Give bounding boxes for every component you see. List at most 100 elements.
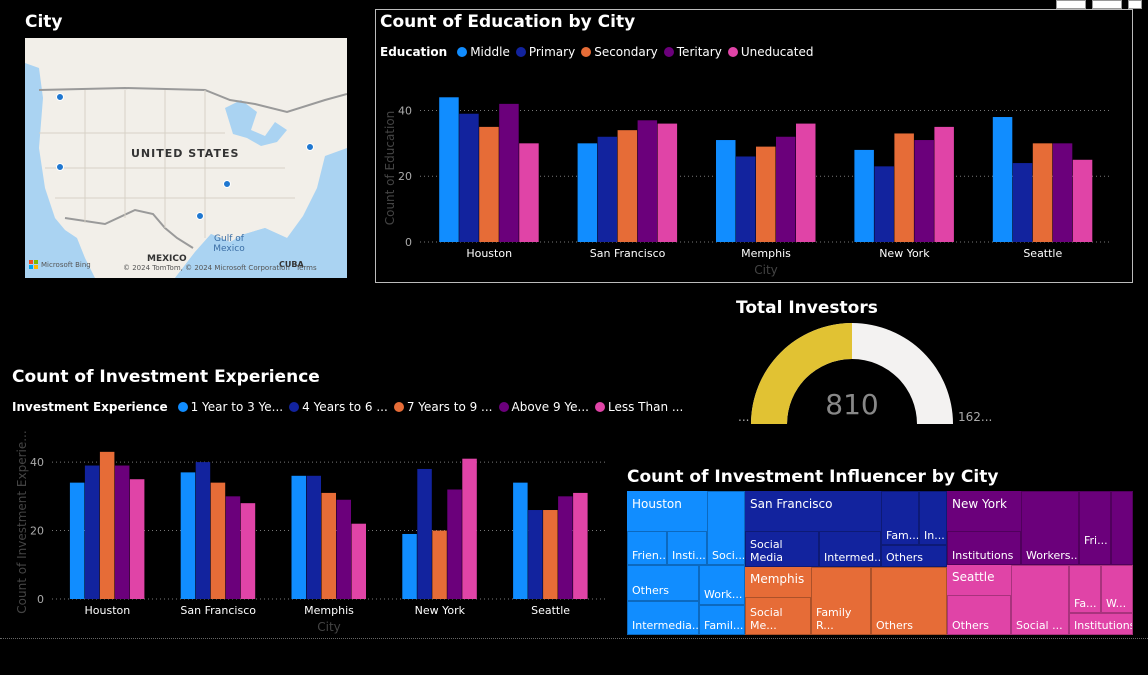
bar[interactable] <box>1012 163 1033 242</box>
filter-button[interactable] <box>1056 0 1086 9</box>
bar[interactable] <box>716 140 736 242</box>
treemap-cell[interactable]: Others <box>947 595 1011 635</box>
bar[interactable] <box>351 523 367 599</box>
legend-item-less-than[interactable]: Less Than ... <box>594 400 683 414</box>
education-bar-chart[interactable]: 0 20 40 Houston San Francisco Memphis New York… <box>376 80 1132 282</box>
bar[interactable] <box>336 499 352 599</box>
bar[interactable] <box>657 123 678 242</box>
bar[interactable] <box>129 479 145 599</box>
bar[interactable] <box>291 475 307 599</box>
bar[interactable] <box>597 136 618 242</box>
treemap-cell[interactable]: W... <box>1101 565 1133 613</box>
focus-mode-button[interactable] <box>1092 0 1122 9</box>
legend-item-secondary[interactable]: Secondary <box>581 45 658 59</box>
bar[interactable] <box>558 496 573 599</box>
legend-item-primary[interactable]: Primary <box>515 45 575 59</box>
legend-item-above-9[interactable]: Above 9 Ye... <box>498 400 589 414</box>
bar[interactable] <box>439 97 459 243</box>
bar[interactable] <box>577 143 598 242</box>
bar[interactable] <box>306 475 322 599</box>
bar[interactable] <box>462 458 477 599</box>
marker-memphis <box>223 180 231 188</box>
treemap-cell[interactable]: Intermed... <box>819 531 881 567</box>
bar[interactable] <box>479 126 499 242</box>
bar[interactable] <box>1072 159 1093 242</box>
treemap-cell-label: Family R... <box>816 606 852 632</box>
city-map[interactable]: UNITED STATES MEXICO Gulf of Mexico CUBA… <box>25 38 347 278</box>
bar[interactable] <box>528 510 543 599</box>
treemap-cell[interactable]: Institutions <box>947 531 1021 565</box>
bar[interactable] <box>69 482 85 599</box>
bar[interactable] <box>432 530 447 599</box>
treemap-cell[interactable]: Others <box>881 545 947 567</box>
legend-item-uneducated[interactable]: Uneducated <box>727 45 813 59</box>
bar[interactable] <box>84 465 100 599</box>
bar[interactable] <box>573 492 588 599</box>
treemap-cell[interactable]: Institutions <box>1069 613 1133 635</box>
investment-influencer-treemap[interactable]: Houston Frien... Insti... Soci... Others… <box>627 491 1133 635</box>
investment-bar-chart[interactable]: 0 20 40 Houston San Francisco Memphis New York… <box>8 425 612 637</box>
bar[interactable] <box>114 465 130 599</box>
bar[interactable] <box>499 103 519 242</box>
bar[interactable] <box>240 503 256 599</box>
treemap-cell[interactable]: Social Media <box>745 531 819 567</box>
x-tick-label: San Francisco <box>180 604 256 617</box>
treemap-cell[interactable]: Fa... <box>1069 565 1101 613</box>
legend-item-1-to-3[interactable]: 1 Year to 3 Ye... <box>177 400 283 414</box>
investment-chart-title: Count of Investment Experience <box>12 367 320 387</box>
treemap-cell[interactable]: In... <box>919 491 947 545</box>
bar[interactable] <box>756 146 776 242</box>
bar[interactable] <box>180 472 196 599</box>
bar[interactable] <box>417 468 432 599</box>
treemap-cell[interactable]: Work... <box>699 565 745 605</box>
bar[interactable] <box>637 120 658 242</box>
map-canvas <box>25 38 347 278</box>
treemap-cell-label: Insti... <box>672 549 706 562</box>
bar[interactable] <box>934 126 954 242</box>
total-investors-gauge[interactable] <box>740 320 970 430</box>
bar[interactable] <box>513 482 528 599</box>
treemap-cell[interactable]: Others <box>871 567 947 635</box>
legend-item-4-to-6[interactable]: 4 Years to 6 ... <box>289 400 388 414</box>
bar[interactable] <box>914 140 934 242</box>
treemap-cell[interactable]: Soci... <box>707 491 745 565</box>
bar[interactable] <box>1032 143 1053 242</box>
bar[interactable] <box>459 113 479 242</box>
bar[interactable] <box>543 510 558 599</box>
bar[interactable] <box>402 533 417 599</box>
bar[interactable] <box>519 143 539 242</box>
treemap-cell[interactable] <box>1111 491 1133 565</box>
treemap-cell[interactable]: Others <box>627 565 699 601</box>
bar[interactable] <box>776 136 796 242</box>
bar[interactable] <box>854 149 874 242</box>
treemap-cell[interactable]: Social Me... <box>745 597 811 635</box>
bar[interactable] <box>796 123 816 242</box>
treemap-cell[interactable]: Famil... <box>699 605 745 635</box>
treemap-cell-label: Work... <box>704 588 743 601</box>
treemap-cell[interactable]: Fam... <box>881 491 919 545</box>
bar[interactable] <box>321 492 337 599</box>
bar[interactable] <box>874 166 894 242</box>
bar[interactable] <box>210 482 226 599</box>
bar[interactable] <box>894 133 914 242</box>
treemap-cell[interactable]: Insti... <box>667 531 707 565</box>
bar[interactable] <box>992 117 1013 242</box>
terms-link[interactable]: Terms <box>296 264 317 272</box>
bar[interactable] <box>99 451 115 599</box>
bar[interactable] <box>225 496 241 599</box>
bar[interactable] <box>195 462 211 599</box>
treemap-cell[interactable]: Fri... <box>1079 491 1111 565</box>
treemap-cell[interactable]: Family R... <box>811 567 871 635</box>
treemap-cell[interactable]: Intermedia... <box>627 601 699 635</box>
more-options-button[interactable] <box>1128 0 1142 9</box>
bar[interactable] <box>447 489 462 599</box>
bar[interactable] <box>1052 143 1073 242</box>
treemap-cell[interactable]: Workers... <box>1021 491 1079 565</box>
bar[interactable] <box>736 156 756 242</box>
legend-item-middle[interactable]: Middle <box>457 45 510 59</box>
legend-item-teritary[interactable]: Teritary <box>663 45 722 59</box>
treemap-cell[interactable]: Social ... <box>1011 565 1069 635</box>
legend-item-7-to-9[interactable]: 7 Years to 9 ... <box>393 400 493 414</box>
treemap-cell[interactable]: Frien... <box>627 531 667 565</box>
bar[interactable] <box>617 130 638 242</box>
